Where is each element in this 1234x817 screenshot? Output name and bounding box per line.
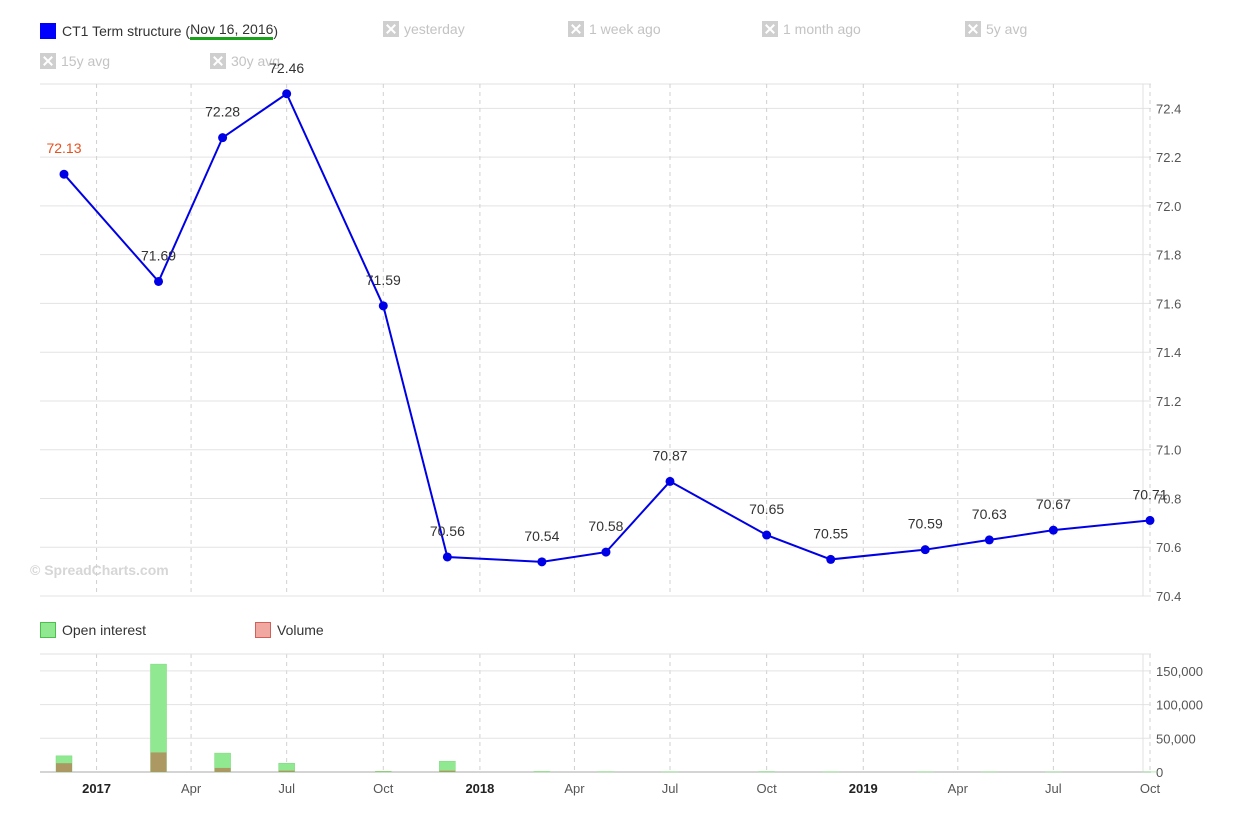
x-tick-label: Apr: [181, 781, 202, 796]
data-label: 72.46: [269, 60, 304, 76]
data-point: [984, 535, 994, 545]
legend-open-interest[interactable]: Open interest: [40, 622, 146, 638]
y2-tick-label: 100,000: [1156, 698, 1203, 713]
x-tick-label: Apr: [564, 781, 585, 796]
open-interest-bar: [439, 760, 456, 773]
data-label: 70.55: [813, 525, 848, 541]
volume-bar: [214, 767, 231, 772]
y-tick-label: 71.2: [1156, 394, 1181, 409]
x-tick-label: Jul: [662, 781, 679, 796]
checkbox-off-icon: [383, 21, 399, 37]
legend-toggle-15y-avg[interactable]: 15y avg: [40, 53, 110, 69]
data-label: 71.69: [141, 247, 176, 263]
data-point: [218, 133, 228, 143]
data-point: [762, 530, 772, 540]
legend-toggle-label: 15y avg: [61, 53, 111, 69]
data-point: [282, 89, 292, 99]
legend-oi-swatch: [40, 622, 56, 638]
checkbox-off-icon: [40, 53, 56, 69]
legend-vol-label: Volume: [277, 622, 324, 638]
legend-main-suffix: ): [273, 22, 279, 39]
data-label: 70.56: [430, 523, 465, 539]
y2-tick-label: 0: [1156, 765, 1163, 780]
data-label: 72.13: [46, 140, 81, 156]
data-point: [537, 557, 547, 567]
data-label: 70.63: [972, 506, 1007, 522]
x-tick-label: Jul: [278, 781, 295, 796]
volume-bar: [278, 770, 295, 772]
data-label: 71.59: [366, 272, 401, 288]
legend-toggle-1-month-ago[interactable]: 1 month ago: [762, 21, 861, 37]
y2-tick-label: 50,000: [1156, 731, 1196, 746]
x-tick-label: Apr: [948, 781, 969, 796]
legend-main-prefix: CT1 Term structure (: [62, 22, 191, 39]
x-tick-label: 2018: [465, 781, 494, 796]
data-point: [378, 301, 388, 311]
y-tick-label: 72.0: [1156, 199, 1181, 214]
data-point: [154, 276, 164, 286]
legend-toggle-30y-avg[interactable]: 30y avg: [210, 53, 280, 69]
checkbox-off-icon: [762, 21, 778, 37]
legend-toggle-label: 30y avg: [231, 53, 281, 69]
legend-toggle-1-week-ago[interactable]: 1 week ago: [568, 21, 661, 37]
legend-toggle-label: 1 month ago: [783, 21, 861, 37]
y-tick-label: 72.4: [1156, 101, 1181, 116]
data-point: [601, 547, 611, 557]
volume-bar: [439, 770, 456, 772]
legend-toggle-label: 1 week ago: [589, 21, 661, 37]
series-line: [63, 92, 1151, 563]
data-point: [59, 169, 69, 179]
data-label: 70.87: [652, 447, 687, 463]
y-tick-label: 71.4: [1156, 345, 1181, 360]
checkbox-off-icon: [210, 53, 226, 69]
legend-volume[interactable]: Volume: [255, 622, 324, 638]
legend-toggle-label: 5y avg: [986, 21, 1028, 37]
data-point: [442, 552, 452, 562]
data-point: [1145, 515, 1155, 525]
legend-main-series[interactable]: CT1 Term structure (Nov 16, 2016): [40, 21, 278, 40]
legend-vol-swatch: [255, 622, 271, 638]
legend-toggle-5y-avg[interactable]: 5y avg: [965, 21, 1027, 37]
open-interest-bar: [533, 771, 551, 773]
data-label: 70.67: [1036, 496, 1071, 512]
legend-toggle-label: yesterday: [404, 21, 465, 37]
y-tick-label: 71.6: [1156, 296, 1181, 311]
checkbox-off-icon: [965, 21, 981, 37]
y-tick-label: 70.6: [1156, 540, 1181, 555]
data-label: 70.58: [588, 518, 623, 534]
data-label: 70.71: [1132, 486, 1167, 502]
checkbox-off-icon: [568, 21, 584, 37]
x-tick-label: Oct: [373, 781, 394, 796]
data-point: [920, 545, 930, 555]
y-tick-label: 72.2: [1156, 150, 1181, 165]
y-tick-label: 70.4: [1156, 589, 1181, 604]
data-label: 70.59: [908, 516, 943, 532]
data-label: 72.28: [205, 104, 240, 120]
x-tick-label: 2019: [849, 781, 878, 796]
volume-bar: [56, 763, 72, 772]
x-tick-label: Jul: [1045, 781, 1062, 796]
x-tick-label: Oct: [1140, 781, 1161, 796]
legend-main-swatch: [40, 22, 56, 39]
data-label: 70.54: [524, 528, 559, 544]
y-tick-label: 71.8: [1156, 248, 1181, 263]
legend-main-date[interactable]: Nov 16, 2016: [190, 21, 274, 40]
x-tick-label: 2017: [82, 781, 111, 796]
watermark: © SpreadCharts.com: [30, 562, 169, 578]
data-point: [826, 554, 836, 564]
data-label: 70.65: [749, 501, 784, 517]
data-point: [1048, 525, 1058, 535]
data-point: [665, 476, 675, 486]
x-tick-label: Oct: [757, 781, 778, 796]
legend-oi-label: Open interest: [62, 622, 147, 638]
volume-bar: [150, 752, 167, 772]
y2-tick-label: 150,000: [1156, 664, 1203, 679]
y-tick-label: 70.8: [1156, 491, 1181, 506]
legend-toggle-yesterday[interactable]: yesterday: [383, 21, 465, 37]
y-tick-label: 71.0: [1156, 443, 1181, 458]
